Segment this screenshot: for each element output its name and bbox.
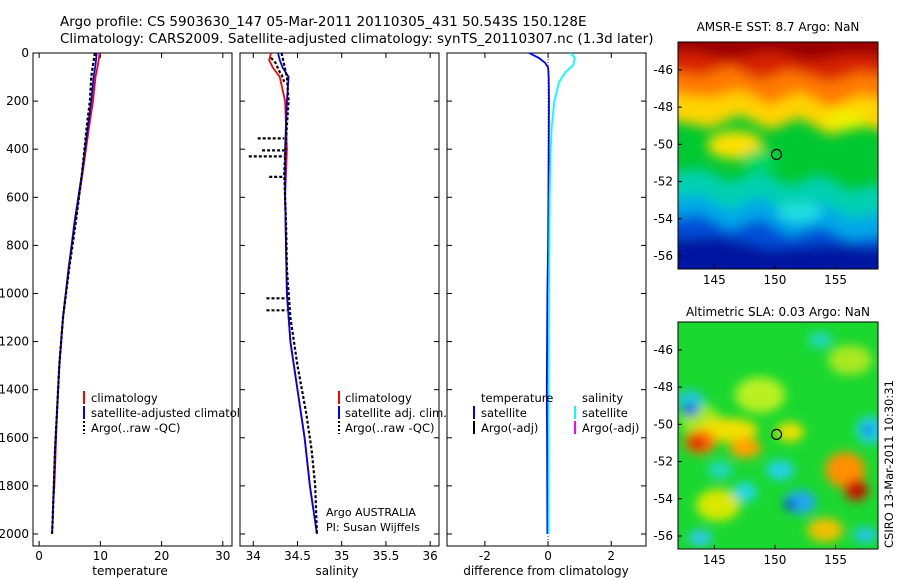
y-tick-label: -54: [653, 492, 673, 506]
x-tick-label: 34: [246, 549, 261, 563]
y-tick-label: -48: [653, 100, 673, 114]
x-tick-label: 150: [764, 553, 787, 567]
temperature-legend: climatology satellite-adjusted climatolo…: [83, 391, 261, 435]
legend-label-climatology: climatology: [91, 391, 158, 405]
panel-temperature-series: [50, 52, 101, 535]
y-tick-label: -46: [653, 63, 673, 77]
x-tick-label: 10: [93, 549, 108, 563]
legend-title-salinity: salinity: [582, 391, 623, 405]
y-tick-label: 1800: [0, 479, 29, 493]
sst-map-title: AMSR-E SST: 8.7 Argo: NaN: [697, 20, 860, 34]
y-tick-label: 1200: [0, 335, 29, 349]
legend-label-sal-argo: Argo(-adj): [582, 421, 639, 435]
panel-salinity: 34 34.5 35 35.5 36 salinity climatology sate…: [239, 52, 447, 578]
x-tick-label: 30: [215, 549, 230, 563]
salinity-xlabel: salinity: [315, 564, 358, 578]
panel-sst-map: AMSR-E SST: 8.7 Argo: NaN 145 150 155 -46 -4…: [653, 20, 879, 287]
series-satellite: [547, 52, 576, 534]
legend-label-sal-satellite: satellite: [582, 406, 628, 420]
series-argo-raw-qc: [50, 52, 96, 535]
x-tick-label: 145: [703, 553, 726, 567]
y-tick-label: 600: [6, 190, 29, 204]
header-line2: Climatology: CARS2009. Satellite-adjuste…: [60, 31, 653, 47]
legend-label-argo: Argo(..raw -QC): [345, 421, 435, 435]
sla-map-title: Altimetric SLA: 0.03 Argo: NaN: [686, 305, 870, 319]
series-satellite-adjusted-climatology: [51, 52, 98, 535]
panel-temperature-frame: [32, 52, 233, 547]
y-tick-label: 1600: [0, 431, 29, 445]
legend-label-satellite: satellite adj. clim.: [345, 406, 447, 420]
x-tick-label: 155: [824, 553, 847, 567]
x-tick-label: 155: [824, 273, 847, 287]
panel-difference-series: [528, 52, 576, 535]
series-argo-raw-qc: [270, 57, 286, 83]
y-tick-label: 200: [6, 94, 29, 108]
series-satellite: [528, 52, 550, 535]
y-tick-label: 1400: [0, 383, 29, 397]
y-tick-label: -56: [653, 529, 673, 543]
panel-temperature: 0 10 20 30 0 200 400 600 800 1000 1200 1400 1600 1800…: [0, 46, 261, 578]
sla-map-image: [678, 322, 878, 549]
panel-salinity-series: [248, 52, 318, 535]
y-tick-label: 1000: [0, 286, 29, 300]
difference-xlabel: difference from climatology: [463, 564, 629, 578]
x-tick-label: 0: [35, 549, 43, 563]
annotation-argo-australia: Argo AUSTRALIA: [326, 506, 416, 519]
x-tick-label: -2: [479, 549, 491, 563]
sst-map-frame: [677, 41, 879, 270]
panel-salinity-axes: 34 34.5 35 35.5 36: [240, 52, 439, 563]
sla-map-frame: [677, 321, 879, 550]
y-tick-label: -46: [653, 343, 673, 357]
legend-label-climatology: climatology: [345, 391, 412, 405]
panel-difference: -2 0 2 difference from climatology tempera…: [446, 52, 647, 578]
difference-legend: temperature satellite Argo(-adj) salinit…: [473, 391, 639, 435]
annotation-pi: PI: Susan Wijffels: [326, 521, 420, 534]
y-tick-label: 800: [6, 238, 29, 252]
y-tick-label: -50: [653, 137, 673, 151]
legend-label-temp-satellite: satellite: [481, 406, 527, 420]
temperature-xlabel: temperature: [92, 564, 167, 578]
panel-temperature-axes: 0 10 20 30 0 200 400 600 800 1000 1200 1400 1600 1800…: [0, 46, 230, 563]
y-tick-label: -54: [653, 212, 673, 226]
x-tick-label: 150: [764, 273, 787, 287]
legend-label-argo: Argo(..raw -QC): [91, 421, 181, 435]
y-tick-label: 2000: [0, 527, 29, 541]
x-tick-label: 35: [334, 549, 349, 563]
legend-label-temp-argo: Argo(-adj): [481, 421, 538, 435]
x-tick-label: 0: [544, 549, 552, 563]
x-tick-label: 145: [703, 273, 726, 287]
legend-title-temperature: temperature: [481, 391, 553, 405]
y-tick-label: 400: [6, 142, 29, 156]
side-timestamp-label: CSIRO 13-Mar-2011 10:30:31: [882, 380, 896, 548]
x-tick-label: 2: [607, 549, 615, 563]
panel-sla-map: Altimetric SLA: 0.03 Argo: NaN: [653, 305, 879, 567]
x-tick-label: 20: [154, 549, 169, 563]
salinity-legend: climatology satellite adj. clim. Argo(..…: [338, 391, 447, 435]
y-tick-label: -48: [653, 380, 673, 394]
header-line1: Argo profile: CS 5903630_147 05-Mar-2011…: [60, 14, 587, 30]
sst-map-image: [678, 42, 878, 269]
sla-map-axes: 145 150 155 -46 -48 -50 -52 -54 -56: [653, 343, 847, 567]
y-tick-label: -50: [653, 417, 673, 431]
sst-map-axes: 145 150 155 -46 -48 -50 -52 -54 -56: [653, 63, 847, 287]
sla-argo-position-marker: [770, 428, 783, 440]
panel-difference-axes: -2 0 2: [447, 52, 646, 563]
y-tick-label: -52: [653, 175, 673, 189]
sst-argo-position-marker: [770, 148, 783, 160]
x-tick-label: 34.5: [284, 549, 311, 563]
y-tick-label: 0: [21, 46, 29, 60]
x-tick-label: 35.5: [373, 549, 400, 563]
legend-label-satellite: satellite-adjusted climatology: [91, 406, 261, 420]
panel-salinity-frame: [239, 52, 440, 547]
y-tick-label: -56: [653, 249, 673, 263]
x-tick-label: 36: [423, 549, 438, 563]
y-tick-label: -52: [653, 455, 673, 469]
